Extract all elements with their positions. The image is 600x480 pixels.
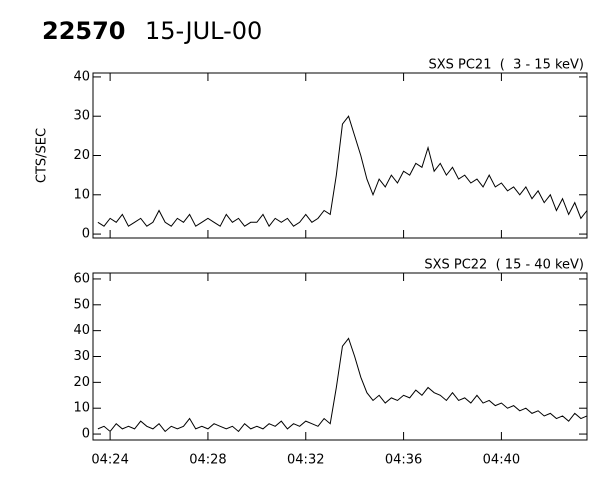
y-axis-label: CTS/SEC (35, 128, 50, 183)
y-tick-label: 40 (73, 69, 90, 84)
y-tick-label: 10 (73, 187, 90, 202)
x-tick-label: 04:36 (385, 453, 422, 468)
y-tick-label: 20 (73, 148, 90, 163)
plot-frame (92, 72, 588, 239)
y-tick-label: 50 (73, 297, 90, 312)
panel-title: SXS PC22 ( 15 - 40 keV) (424, 258, 584, 273)
panel-title: SXS PC21 ( 3 - 15 keV) (428, 58, 584, 73)
y-tick-label: 30 (73, 109, 90, 124)
y-tick-label: 60 (73, 271, 90, 286)
plot-frame (92, 272, 588, 441)
y-tick-label: 30 (73, 349, 90, 364)
y-tick-label: 0 (82, 227, 90, 242)
y-tick-label: 10 (73, 401, 90, 416)
y-tick-label: 0 (82, 427, 90, 442)
y-tick-label: 20 (73, 375, 90, 390)
header-date: 15-JUL-00 (145, 17, 262, 45)
x-tick-label: 04:28 (189, 453, 226, 468)
header-id: 22570 (42, 17, 126, 45)
data-line (97, 115, 588, 228)
x-tick-label: 04:40 (483, 453, 520, 468)
x-tick-label: 04:24 (91, 453, 128, 468)
data-line (97, 337, 588, 433)
y-tick-label: 40 (73, 323, 90, 338)
x-tick-label: 04:32 (287, 453, 324, 468)
